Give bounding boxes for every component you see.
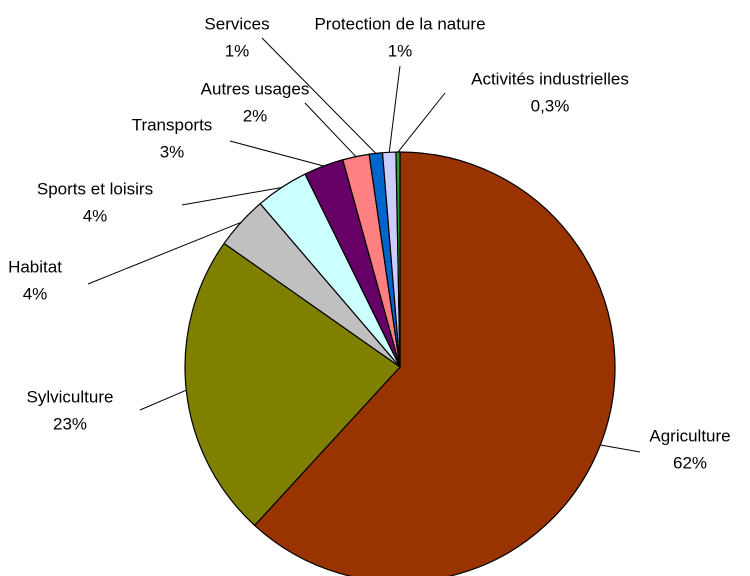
slice-label: Sports et loisirs xyxy=(37,179,153,198)
slice-value-label: 4% xyxy=(83,206,108,225)
slice-label: Sylviculture xyxy=(27,387,114,406)
slice-value-label: 0,3% xyxy=(531,96,570,115)
slice-label: Agriculture xyxy=(649,426,730,445)
leader-line xyxy=(397,92,446,153)
slice-value-label: 4% xyxy=(23,284,48,303)
slice-value-label: 62% xyxy=(673,453,707,472)
slice-value-label: 1% xyxy=(388,41,413,60)
pie-slice xyxy=(184,242,401,527)
slice-value-label: 1% xyxy=(225,41,250,60)
slice-value-label: 2% xyxy=(243,106,268,125)
leader-line xyxy=(229,140,324,167)
leader-line xyxy=(87,221,242,285)
slice-label: Transports xyxy=(132,115,213,134)
slice-label: Habitat xyxy=(8,257,62,276)
leader-line xyxy=(181,186,282,206)
leader-line xyxy=(139,389,187,411)
pie-slice xyxy=(253,151,616,576)
slice-label: Services xyxy=(204,14,269,33)
slice-label: Autres usages xyxy=(201,79,310,98)
leader-line xyxy=(304,102,357,157)
slice-value-label: 3% xyxy=(160,142,185,161)
slice-label: Activités industrielles xyxy=(471,69,629,88)
leader-line xyxy=(600,444,641,453)
slice-label: Protection de la nature xyxy=(314,14,485,33)
leader-line xyxy=(261,37,377,154)
slice-value-label: 23% xyxy=(53,414,87,433)
leader-line xyxy=(388,65,401,153)
